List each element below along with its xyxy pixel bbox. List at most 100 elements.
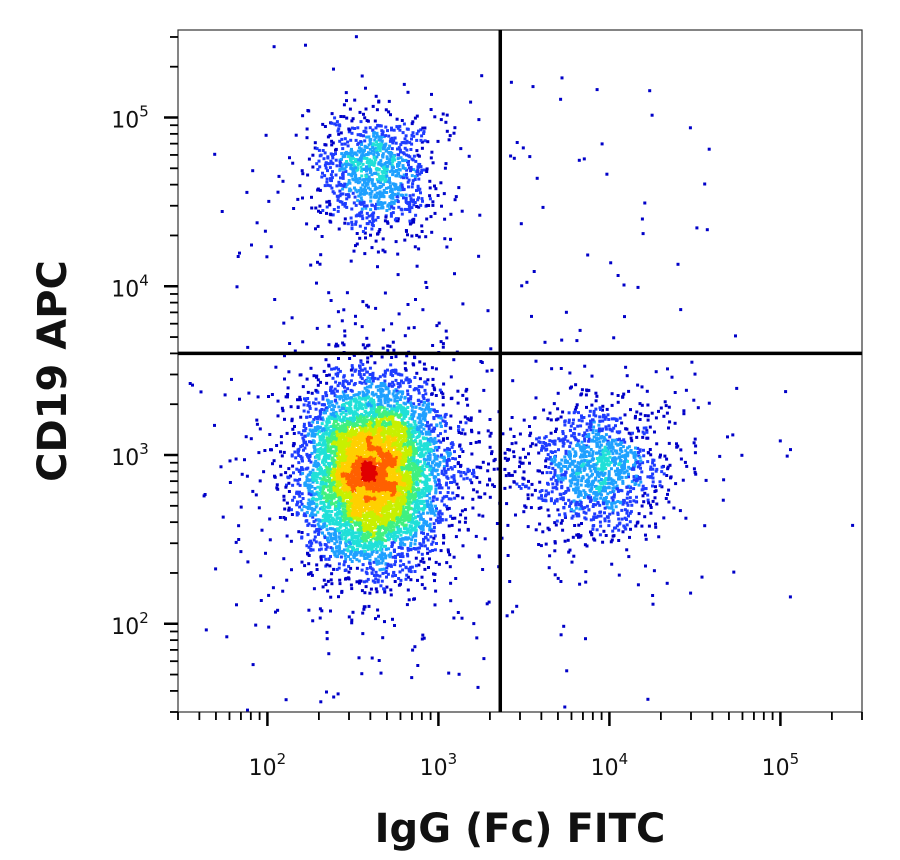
event-dot — [337, 442, 341, 446]
event-dot — [353, 322, 357, 326]
event-dot — [422, 427, 426, 431]
event-dot — [462, 477, 466, 481]
event-dot — [377, 437, 381, 441]
event-dot — [422, 446, 426, 449]
event-dot — [406, 575, 410, 579]
event-dot — [314, 407, 318, 411]
event-dot — [397, 583, 401, 587]
event-dot — [355, 416, 359, 420]
event-dot — [341, 501, 345, 505]
event-dot — [416, 664, 420, 667]
event-dot — [477, 495, 481, 499]
event-dot — [452, 474, 456, 478]
event-dot — [306, 533, 310, 537]
event-dot — [374, 557, 378, 561]
event-dot — [389, 593, 393, 597]
event-dot — [426, 524, 429, 528]
event-dot — [393, 489, 397, 493]
event-dot — [350, 560, 354, 563]
event-dot — [332, 367, 336, 371]
event-dot — [435, 424, 439, 428]
event-dot — [290, 316, 294, 320]
event-dot — [326, 589, 330, 593]
event-dot — [312, 587, 316, 591]
event-dot — [409, 578, 413, 582]
event-dot — [386, 455, 390, 459]
event-dot — [447, 486, 451, 490]
event-dot — [345, 440, 349, 444]
event-dot — [387, 391, 391, 395]
event-dot — [466, 527, 470, 531]
event-dot — [327, 415, 331, 419]
event-dot — [336, 469, 340, 473]
event-dot — [337, 544, 341, 548]
event-dot — [365, 415, 369, 419]
event-dot — [411, 488, 415, 492]
event-dot — [332, 422, 336, 426]
event-dot — [376, 578, 380, 582]
event-dot — [339, 412, 343, 416]
event-dot — [443, 448, 447, 452]
event-dot — [385, 398, 389, 402]
event-dot — [485, 369, 489, 373]
event-dot — [431, 540, 435, 544]
event-dot — [342, 494, 346, 498]
event-dot — [446, 467, 450, 471]
event-dot — [461, 428, 465, 432]
event-dot — [424, 458, 428, 462]
event-dot — [308, 514, 312, 518]
event-dot — [453, 465, 457, 468]
event-dot — [348, 557, 352, 561]
event-dot — [438, 491, 442, 495]
event-dot — [300, 536, 304, 540]
event-dot — [336, 384, 340, 388]
event-dot — [432, 495, 436, 499]
event-dot — [361, 632, 365, 636]
event-dot — [366, 447, 369, 451]
event-dot — [327, 456, 331, 460]
event-dot — [236, 255, 240, 258]
event-dot — [331, 415, 335, 419]
event-dot — [406, 474, 410, 478]
event-dot — [319, 482, 323, 486]
event-dot — [328, 464, 331, 468]
event-dot — [433, 388, 437, 392]
event-dot — [439, 455, 443, 459]
event-dot — [386, 387, 390, 391]
event-dot — [406, 508, 410, 512]
event-dot — [295, 491, 299, 495]
event-dot — [357, 480, 360, 484]
event-dot — [310, 434, 314, 438]
event-dot — [340, 491, 344, 495]
event-dot — [274, 610, 277, 614]
event-dot — [310, 490, 314, 494]
event-dot — [426, 511, 430, 515]
event-dot — [414, 470, 418, 474]
event-dot — [490, 450, 494, 454]
event-dot — [309, 366, 313, 370]
event-dot — [338, 429, 342, 433]
event-dot — [268, 433, 272, 436]
event-dot — [408, 482, 412, 486]
event-dot — [462, 471, 466, 474]
event-dot — [345, 517, 349, 521]
event-dot — [450, 523, 454, 527]
event-dot — [407, 399, 411, 403]
event-dot — [313, 524, 317, 528]
event-dot — [327, 557, 331, 561]
event-dot — [324, 458, 328, 461]
event-dot — [338, 531, 342, 535]
event-dot — [265, 255, 269, 259]
event-dot — [386, 349, 390, 353]
event-dot — [327, 401, 330, 405]
event-dot — [346, 576, 350, 580]
event-dot — [395, 512, 399, 516]
event-dot — [296, 500, 299, 504]
event-dot — [355, 558, 359, 562]
event-dot — [449, 599, 453, 603]
event-dot — [487, 600, 491, 604]
event-dot — [322, 578, 326, 582]
event-dot — [286, 386, 290, 390]
event-dot — [393, 563, 397, 567]
event-dot — [338, 541, 342, 545]
